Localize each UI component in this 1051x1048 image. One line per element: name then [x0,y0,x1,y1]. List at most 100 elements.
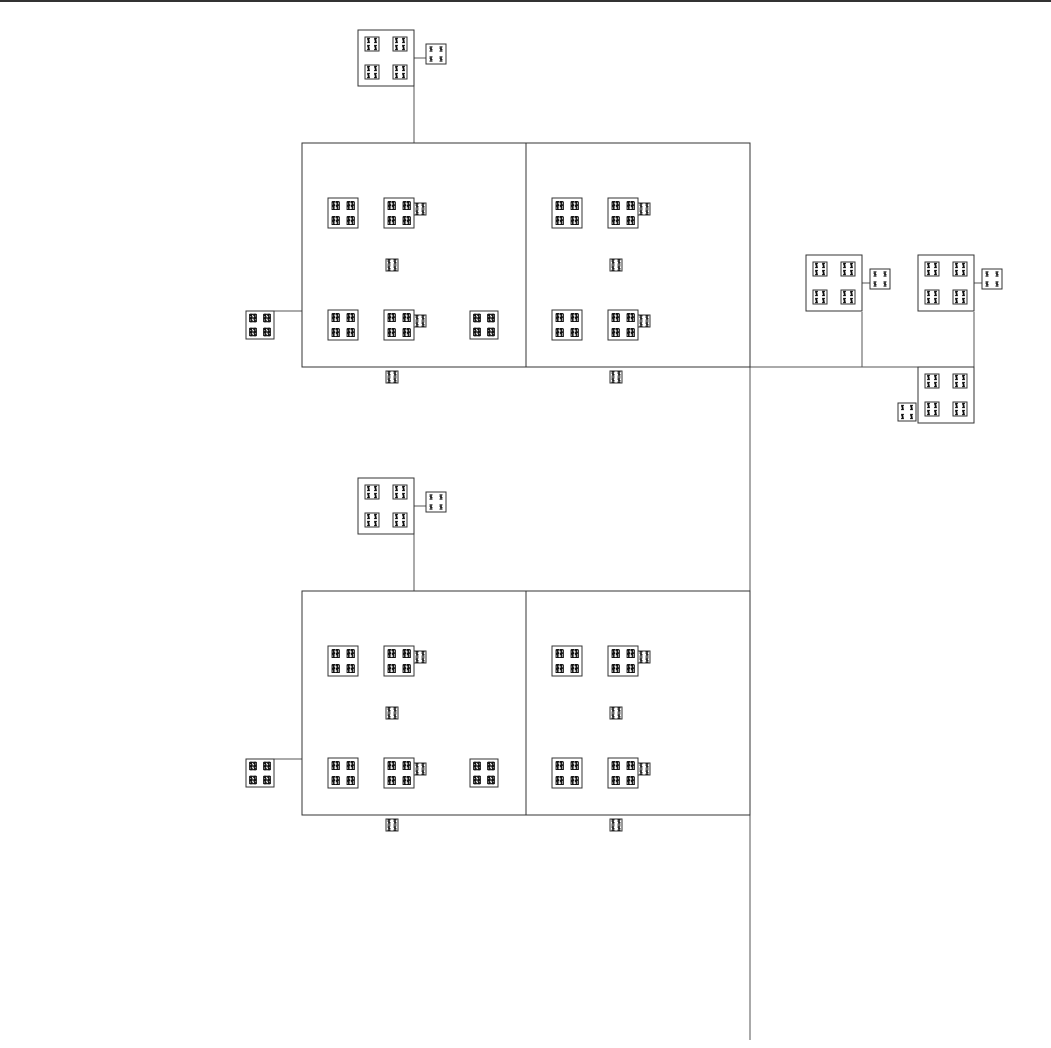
glyph-strokes [374,44,377,51]
glyph-cluster [612,649,616,655]
glyph-cluster [630,667,634,673]
glyph-strokes [556,667,560,673]
glyph-strokes [403,316,407,322]
glyph-strokes [421,209,425,215]
glyph-strokes [627,316,631,322]
glyph-strokes [347,313,351,319]
glyph-strokes [335,652,339,658]
glyph-cluster [901,413,904,420]
glyph-cluster [388,313,392,319]
glyph-strokes [815,269,818,276]
glyph-cluster [615,667,619,673]
glyph-strokes [477,761,481,767]
glyph-cluster [347,649,351,655]
glyph-cluster [556,201,560,207]
glyph-strokes [559,779,563,785]
glyph-cluster [571,652,575,658]
glyph-strokes [335,664,339,670]
glyph-strokes [391,664,395,670]
glyph-cluster [615,204,619,210]
glyph-strokes [473,779,477,785]
glyph-cluster [615,649,619,655]
glyph-strokes [393,819,397,825]
glyph-strokes [491,317,495,323]
glyph-strokes [403,761,407,767]
glyph-strokes [350,313,354,319]
glyph-cluster [615,652,619,658]
glyph-strokes [388,649,392,655]
glyph-strokes [927,269,930,276]
bottom-block-panel-1-sub-2-c3-box [570,776,579,785]
bottom-block-panel-1-sub-0-c2-box [555,664,564,673]
glyph-cluster [559,649,563,655]
glyph-strokes [556,649,560,655]
glyph-cluster [473,327,477,333]
top-rule [0,0,1051,2]
glyph-cluster [630,761,634,767]
glyph-strokes [927,374,930,381]
glyph-cluster [627,313,631,319]
glyph-strokes [615,776,619,782]
glyph-strokes [335,761,339,767]
top-block-panel-0-sub-3-c1-box [402,313,411,322]
glyph-cluster [403,201,407,207]
glyph-strokes [477,317,481,323]
top-block-panel-1-sat-c0-box [473,314,481,322]
glyph-cluster [962,381,965,388]
glyph-cluster [395,485,398,492]
glyph-cluster [630,216,634,222]
glyph-cluster [556,313,560,319]
glyph-cluster [850,290,853,297]
glyph-strokes [927,297,930,304]
glyph-cluster [645,657,649,663]
glyph-strokes [391,764,395,770]
glyph-cluster [611,707,615,713]
glyph-cluster [477,327,481,333]
glyph-strokes [571,667,575,673]
glyph-strokes [477,331,481,337]
glyph-cluster [249,765,253,771]
glyph-cluster [403,204,407,210]
glyph-cluster [556,331,560,337]
glyph-cluster [487,317,491,323]
glyph-strokes [439,46,443,52]
glyph-cluster [387,707,391,713]
glyph-strokes [612,201,616,207]
glyph-strokes [350,667,354,673]
glyph-strokes [332,216,336,222]
glyph-strokes [934,290,937,297]
glyph-strokes [630,204,634,210]
glyph-cluster [571,664,575,670]
glyph-cluster [347,779,351,785]
glyph-strokes [615,649,619,655]
glyph-cluster [934,297,937,304]
glyph-strokes [402,72,405,79]
glyph-cluster [421,657,425,663]
glyph-strokes [367,37,370,44]
glyph-strokes [574,779,578,785]
glyph-strokes [556,331,560,337]
glyph-cluster [571,328,575,334]
glyph-cluster [332,313,336,319]
glyph-cluster [415,321,419,327]
glyph-cluster [367,37,370,44]
glyph-strokes [253,331,257,337]
glyph-cluster [615,313,619,319]
glyph-strokes [822,269,825,276]
glyph-strokes [406,667,410,673]
glyph-cluster [421,321,425,327]
glyph-cluster [473,313,477,319]
glyph-cluster [350,328,354,334]
glyph-cluster [388,652,392,658]
bottom-block-panel-0-sub-2-c3-box [346,776,355,785]
top-block-panel-1-sub-2-c3-box [570,328,579,337]
glyph-cluster [962,269,965,276]
glyph-strokes [955,269,958,276]
glyph-cluster [815,269,818,276]
top-block-panel-1-sub-0-c0-box [555,201,564,210]
glyph-strokes [559,328,563,334]
glyph-strokes [403,216,407,222]
glyph-cluster [934,374,937,381]
glyph-strokes [556,201,560,207]
glyph-strokes [615,219,619,225]
